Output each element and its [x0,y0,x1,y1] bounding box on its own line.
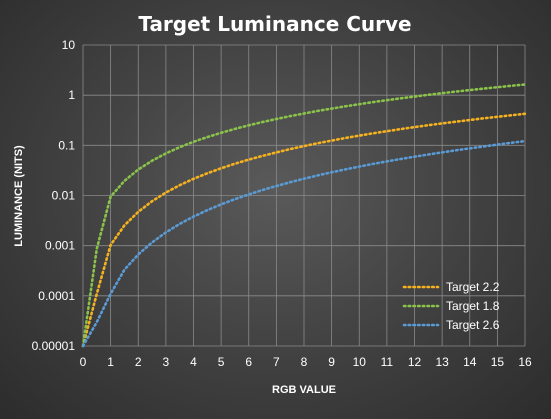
x-tick-label: 5 [218,355,225,369]
x-tick-label: 10 [353,355,367,369]
chart-title: Target Luminance Curve [138,12,411,36]
x-tick-label: 7 [273,355,280,369]
x-tick-labels: 0 1 2 3 4 5 6 7 8 9 10 11 12 13 14 15 16 [80,355,532,369]
x-tick-label: 2 [135,355,142,369]
x-axis-label: RGB VALUE [272,384,336,396]
y-tick-label: 0.01 [52,189,76,203]
legend-label: Target 2.2 [446,280,500,294]
series-line-1 [81,112,527,348]
y-tick-label: 10 [62,38,76,52]
x-tick-label: 13 [435,355,449,369]
y-tick-label: 0.001 [45,239,75,253]
x-tick-label: 16 [518,355,532,369]
series-line-2 [81,83,527,348]
legend: Target 2.2 Target 1.8 Target 2.6 [402,280,500,332]
y-tick-label: 0.00001 [32,339,76,353]
legend-label: Target 2.6 [446,318,500,332]
x-tick-label: 6 [245,355,252,369]
x-tick-label: 1 [107,355,114,369]
y-tick-label: 0.1 [58,138,75,152]
x-tick-label: 14 [463,355,477,369]
x-tick-label: 15 [491,355,505,369]
y-tick-label: 0.0001 [38,289,75,303]
x-tick-label: 11 [381,355,394,369]
legend-label: Target 1.8 [446,299,500,313]
x-tick-label: 0 [80,355,87,369]
x-tick-label: 3 [163,355,170,369]
x-tick-label: 4 [190,355,197,369]
series-line-3 [81,139,527,348]
gridlines [82,44,526,347]
y-tick-label: 1 [68,88,75,102]
y-tick-labels: 10 1 0.1 0.01 0.001 0.0001 0.00001 [32,38,76,353]
y-axis-label: LUMINANCE (NITS) [13,145,25,247]
x-tick-label: 9 [328,355,335,369]
x-tick-label: 8 [301,355,308,369]
series-lines [81,83,527,348]
x-tick-label: 12 [408,355,422,369]
